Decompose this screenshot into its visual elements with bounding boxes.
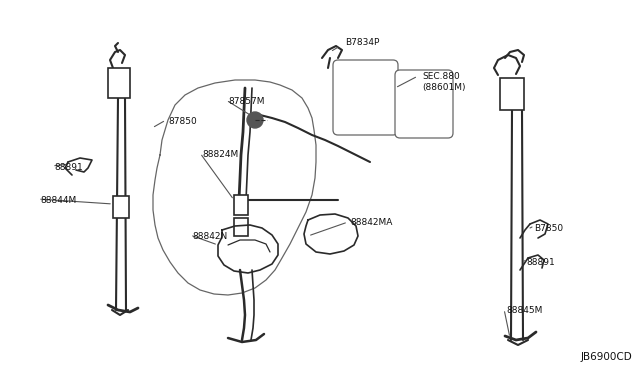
- Text: 88891: 88891: [54, 163, 83, 172]
- Text: 88845M: 88845M: [506, 306, 542, 315]
- Bar: [500, 78, 524, 110]
- Text: B7834P: B7834P: [345, 38, 380, 47]
- Text: SEC.880: SEC.880: [422, 72, 460, 81]
- Text: 88891: 88891: [526, 258, 555, 267]
- Text: 87857M: 87857M: [228, 97, 264, 106]
- Bar: [234, 218, 248, 236]
- Text: 88844M: 88844M: [40, 196, 76, 205]
- Text: 88842MA: 88842MA: [350, 218, 392, 227]
- Bar: [234, 195, 248, 215]
- Text: 88824M: 88824M: [202, 150, 238, 159]
- Bar: [108, 68, 130, 98]
- FancyBboxPatch shape: [395, 70, 453, 138]
- Text: JB6900CD: JB6900CD: [580, 352, 632, 362]
- Text: 88842N: 88842N: [192, 232, 227, 241]
- Bar: [113, 196, 129, 218]
- Text: B7850: B7850: [534, 224, 563, 233]
- Text: 87850: 87850: [168, 117, 196, 126]
- Circle shape: [247, 112, 263, 128]
- Text: (88601M): (88601M): [422, 83, 465, 92]
- FancyBboxPatch shape: [333, 60, 398, 135]
